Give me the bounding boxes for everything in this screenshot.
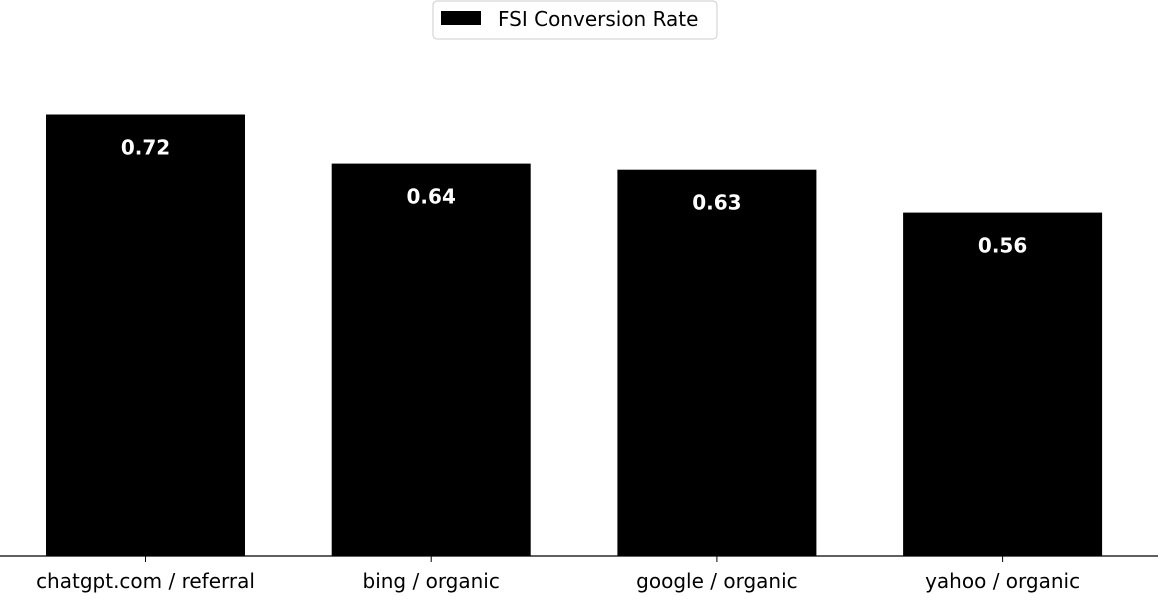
data-label-yahoo-organic: 0.56 [978, 234, 1027, 258]
legend-swatch [441, 11, 481, 25]
legend-entry-fsi-conversion-rate: FSI Conversion Rate [498, 7, 698, 31]
data-label-google-organic: 0.63 [692, 191, 741, 215]
data-label-bing-organic: 0.64 [407, 185, 456, 209]
bar-google-organic [617, 169, 817, 556]
bar-bing-organic [331, 163, 531, 556]
bars-group [46, 114, 1103, 556]
data-labels-group: 0.72 0.64 0.63 0.56 [121, 136, 1027, 258]
legend: FSI Conversion Rate [432, 0, 718, 40]
x-tick-label-chatgpt-com-referral: chatgpt.com / referral [36, 569, 255, 593]
x-tick-label-bing-organic: bing / organic [363, 569, 500, 593]
x-tick-label-google-organic: google / organic [636, 569, 797, 593]
bar-yahoo-organic [903, 212, 1103, 556]
x-tick-label-yahoo-organic: yahoo / organic [925, 569, 1080, 593]
data-label-chatgpt-com-referral: 0.72 [121, 136, 170, 160]
bar-chatgpt-com-referral [46, 114, 245, 556]
legend-frame [432, 0, 718, 40]
x-ticks-group: chatgpt.com / referral bing / organic goog… [36, 556, 1080, 593]
